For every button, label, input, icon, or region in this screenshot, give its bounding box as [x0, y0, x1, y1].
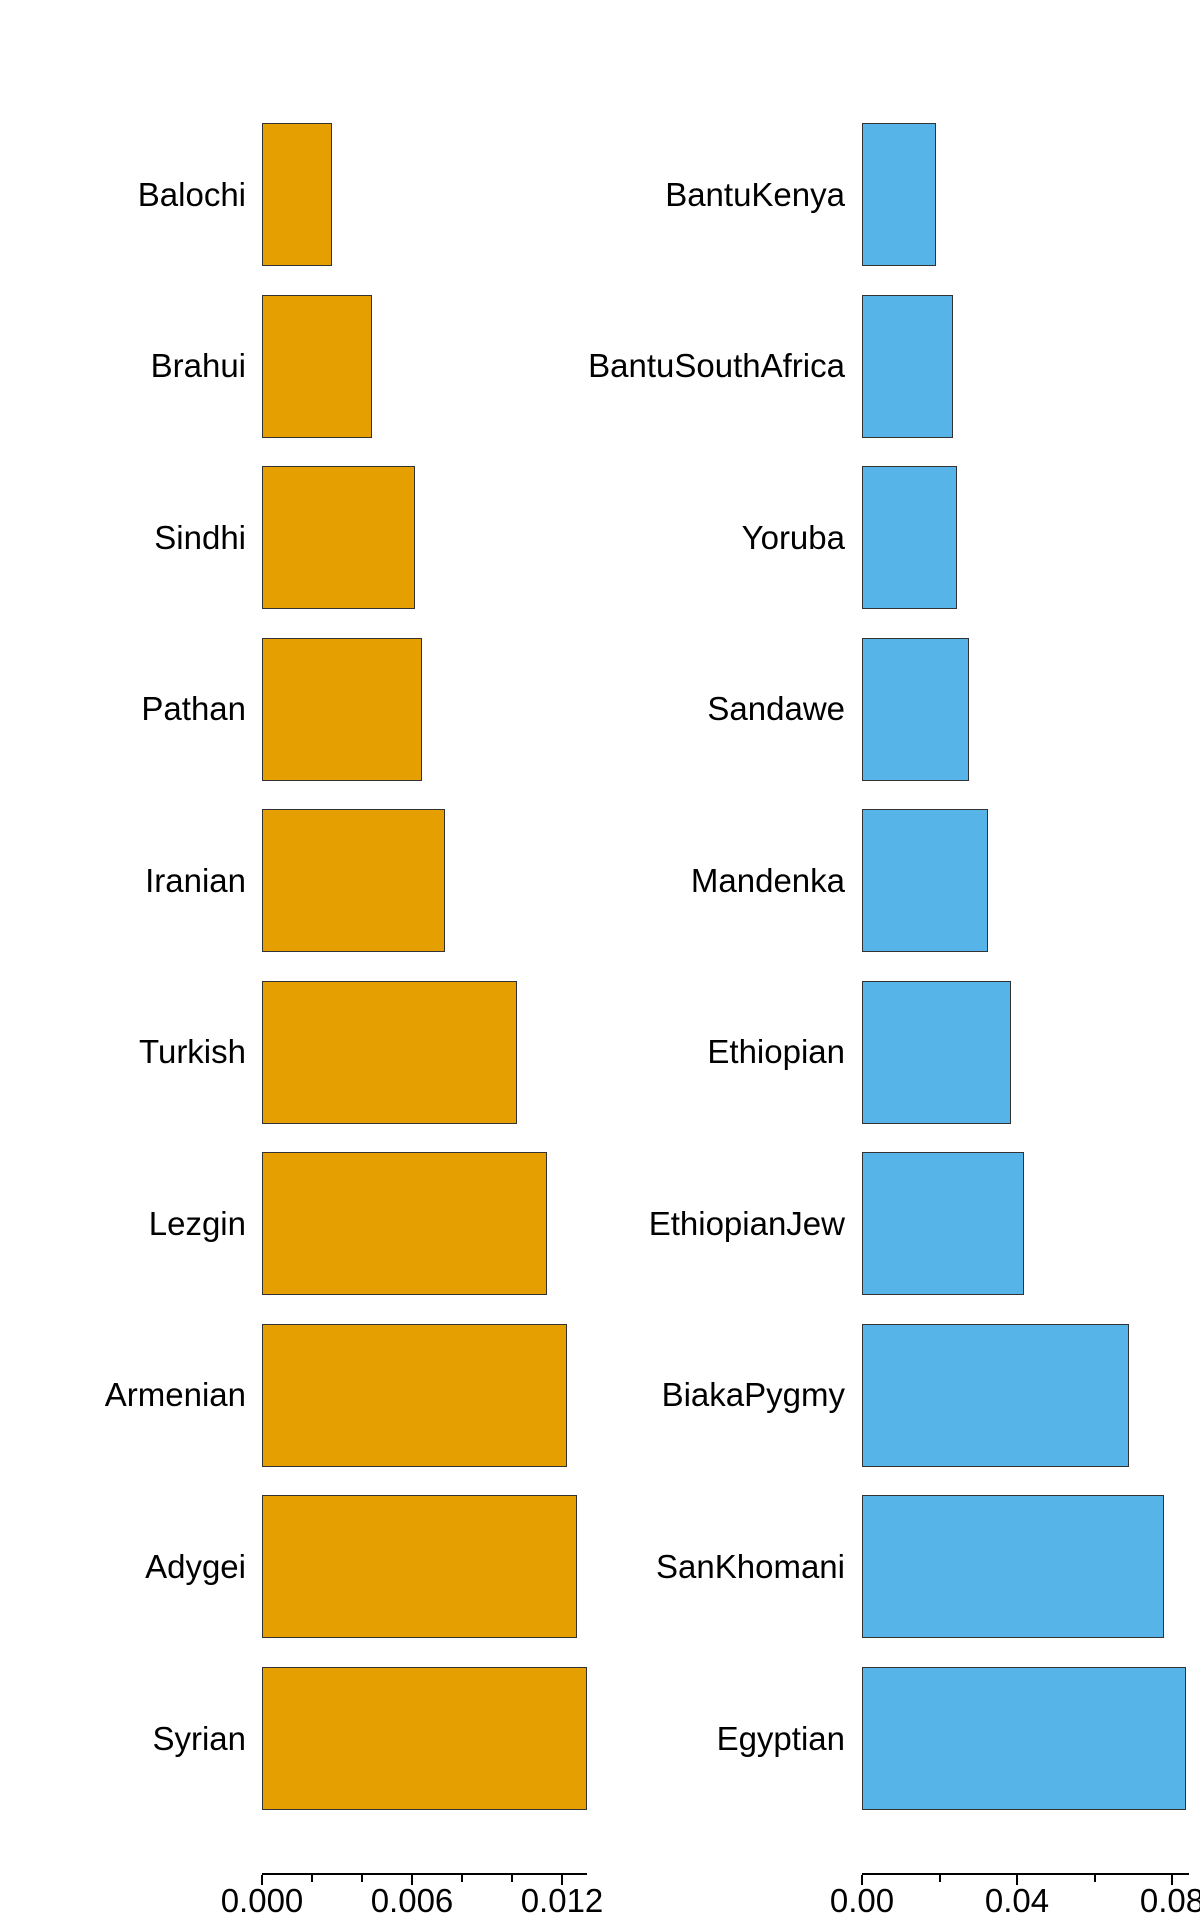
bar-ethiopian	[862, 980, 1012, 1124]
x-axis-tick-label: 0.006	[370, 1882, 454, 1919]
x-axis-major-tick	[561, 1875, 563, 1885]
x-axis-minor-tick	[938, 1875, 941, 1882]
category-label-ethiopian: Ethiopian	[707, 1033, 845, 1071]
bar-adygei	[262, 1495, 577, 1639]
bar-sindhi	[262, 466, 415, 610]
x-axis-major-tick	[861, 1875, 863, 1885]
bar-sankhomani	[862, 1495, 1165, 1639]
bar-yoruba	[862, 466, 957, 610]
bar-lezgin	[262, 1152, 547, 1296]
x-axis-major-tick	[1016, 1875, 1018, 1885]
bar-brahui	[262, 294, 372, 438]
category-label-bantukenya: BantuKenya	[665, 175, 845, 213]
x-axis-major-tick	[411, 1875, 413, 1885]
bar-iranian	[262, 809, 445, 953]
bar-bantusouthafrica	[862, 294, 954, 438]
category-label-balochi: Balochi	[137, 175, 246, 213]
x-axis-tick-label: 0.00	[829, 1882, 895, 1919]
category-label-ethiopianjew: EthiopianJew	[648, 1204, 845, 1242]
category-label-armenian: Armenian	[104, 1376, 246, 1414]
category-label-sindhi: Sindhi	[154, 518, 246, 556]
x-axis-minor-tick	[1093, 1875, 1096, 1882]
x-axis-tick-label: 0.08	[1139, 1882, 1200, 1919]
x-axis-tick-label: 0.000	[220, 1882, 304, 1919]
x-axis-minor-tick	[511, 1875, 513, 1882]
category-label-sankhomani: SanKhomani	[656, 1547, 845, 1585]
x-axis-line	[262, 1873, 587, 1875]
category-label-mandenka: Mandenka	[690, 861, 845, 899]
x-axis-tick-label: 0.04	[984, 1882, 1050, 1919]
bar-sandawe	[862, 637, 969, 781]
category-label-egyptian: Egyptian	[716, 1719, 845, 1757]
category-label-adygei: Adygei	[145, 1547, 246, 1585]
bar-pathan	[262, 637, 422, 781]
bar-syrian	[262, 1667, 587, 1811]
bar-mandenka	[862, 809, 988, 953]
x-axis-major-tick	[1171, 1875, 1173, 1885]
x-axis-line	[862, 1873, 1189, 1875]
category-label-yoruba: Yoruba	[741, 518, 845, 556]
category-label-sandawe: Sandawe	[707, 690, 845, 728]
x-axis-minor-tick	[461, 1875, 463, 1882]
bar-turkish	[262, 980, 517, 1124]
category-label-pathan: Pathan	[141, 690, 246, 728]
bar-biakapygmy	[862, 1323, 1130, 1467]
x-axis-minor-tick	[311, 1875, 313, 1882]
bar-bantukenya	[862, 123, 936, 266]
x-axis-minor-tick	[361, 1875, 363, 1882]
category-label-bantusouthafrica: BantuSouthAfrica	[588, 347, 845, 385]
category-label-brahui: Brahui	[150, 347, 246, 385]
bar-balochi	[262, 123, 332, 266]
category-label-biakapygmy: BiakaPygmy	[661, 1376, 845, 1414]
bar-ethiopianjew	[862, 1152, 1024, 1296]
bar-egyptian	[862, 1667, 1186, 1811]
category-label-lezgin: Lezgin	[148, 1204, 246, 1242]
x-axis-tick-label: 0.012	[520, 1882, 604, 1919]
bar-armenian	[262, 1323, 567, 1467]
category-label-syrian: Syrian	[152, 1719, 246, 1757]
category-label-turkish: Turkish	[139, 1033, 246, 1071]
x-axis-major-tick	[261, 1875, 263, 1885]
category-label-iranian: Iranian	[145, 861, 246, 899]
